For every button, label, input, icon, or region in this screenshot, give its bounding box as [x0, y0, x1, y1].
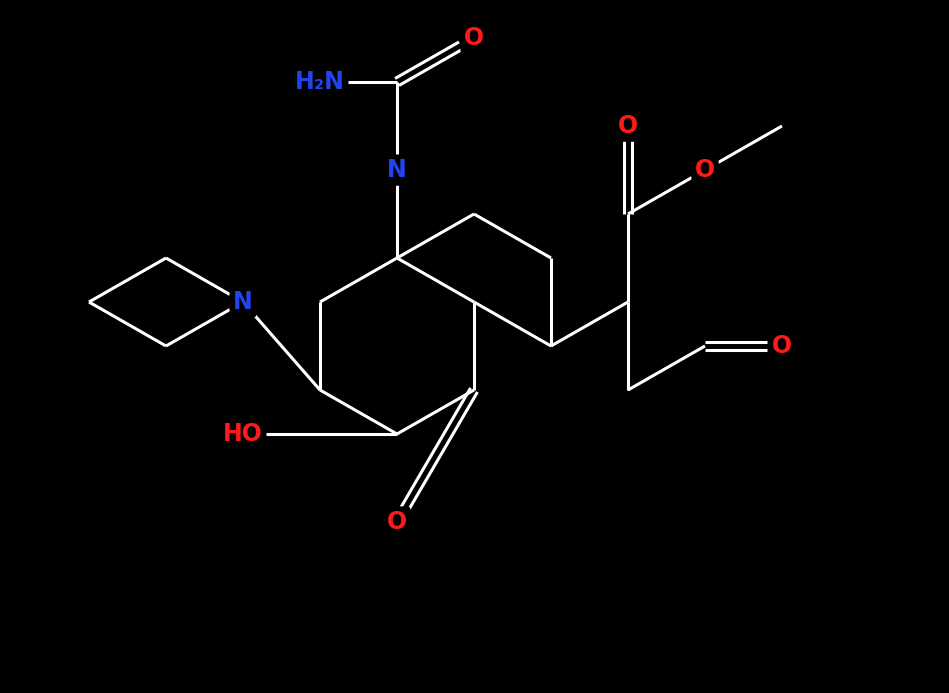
- Text: HO: HO: [223, 422, 263, 446]
- Text: O: O: [695, 158, 715, 182]
- Text: N: N: [387, 158, 407, 182]
- Text: O: O: [772, 334, 792, 358]
- Text: O: O: [464, 26, 484, 50]
- Text: N: N: [233, 290, 252, 314]
- Text: H₂N: H₂N: [295, 70, 344, 94]
- Text: O: O: [618, 114, 638, 138]
- Text: O: O: [387, 510, 407, 534]
